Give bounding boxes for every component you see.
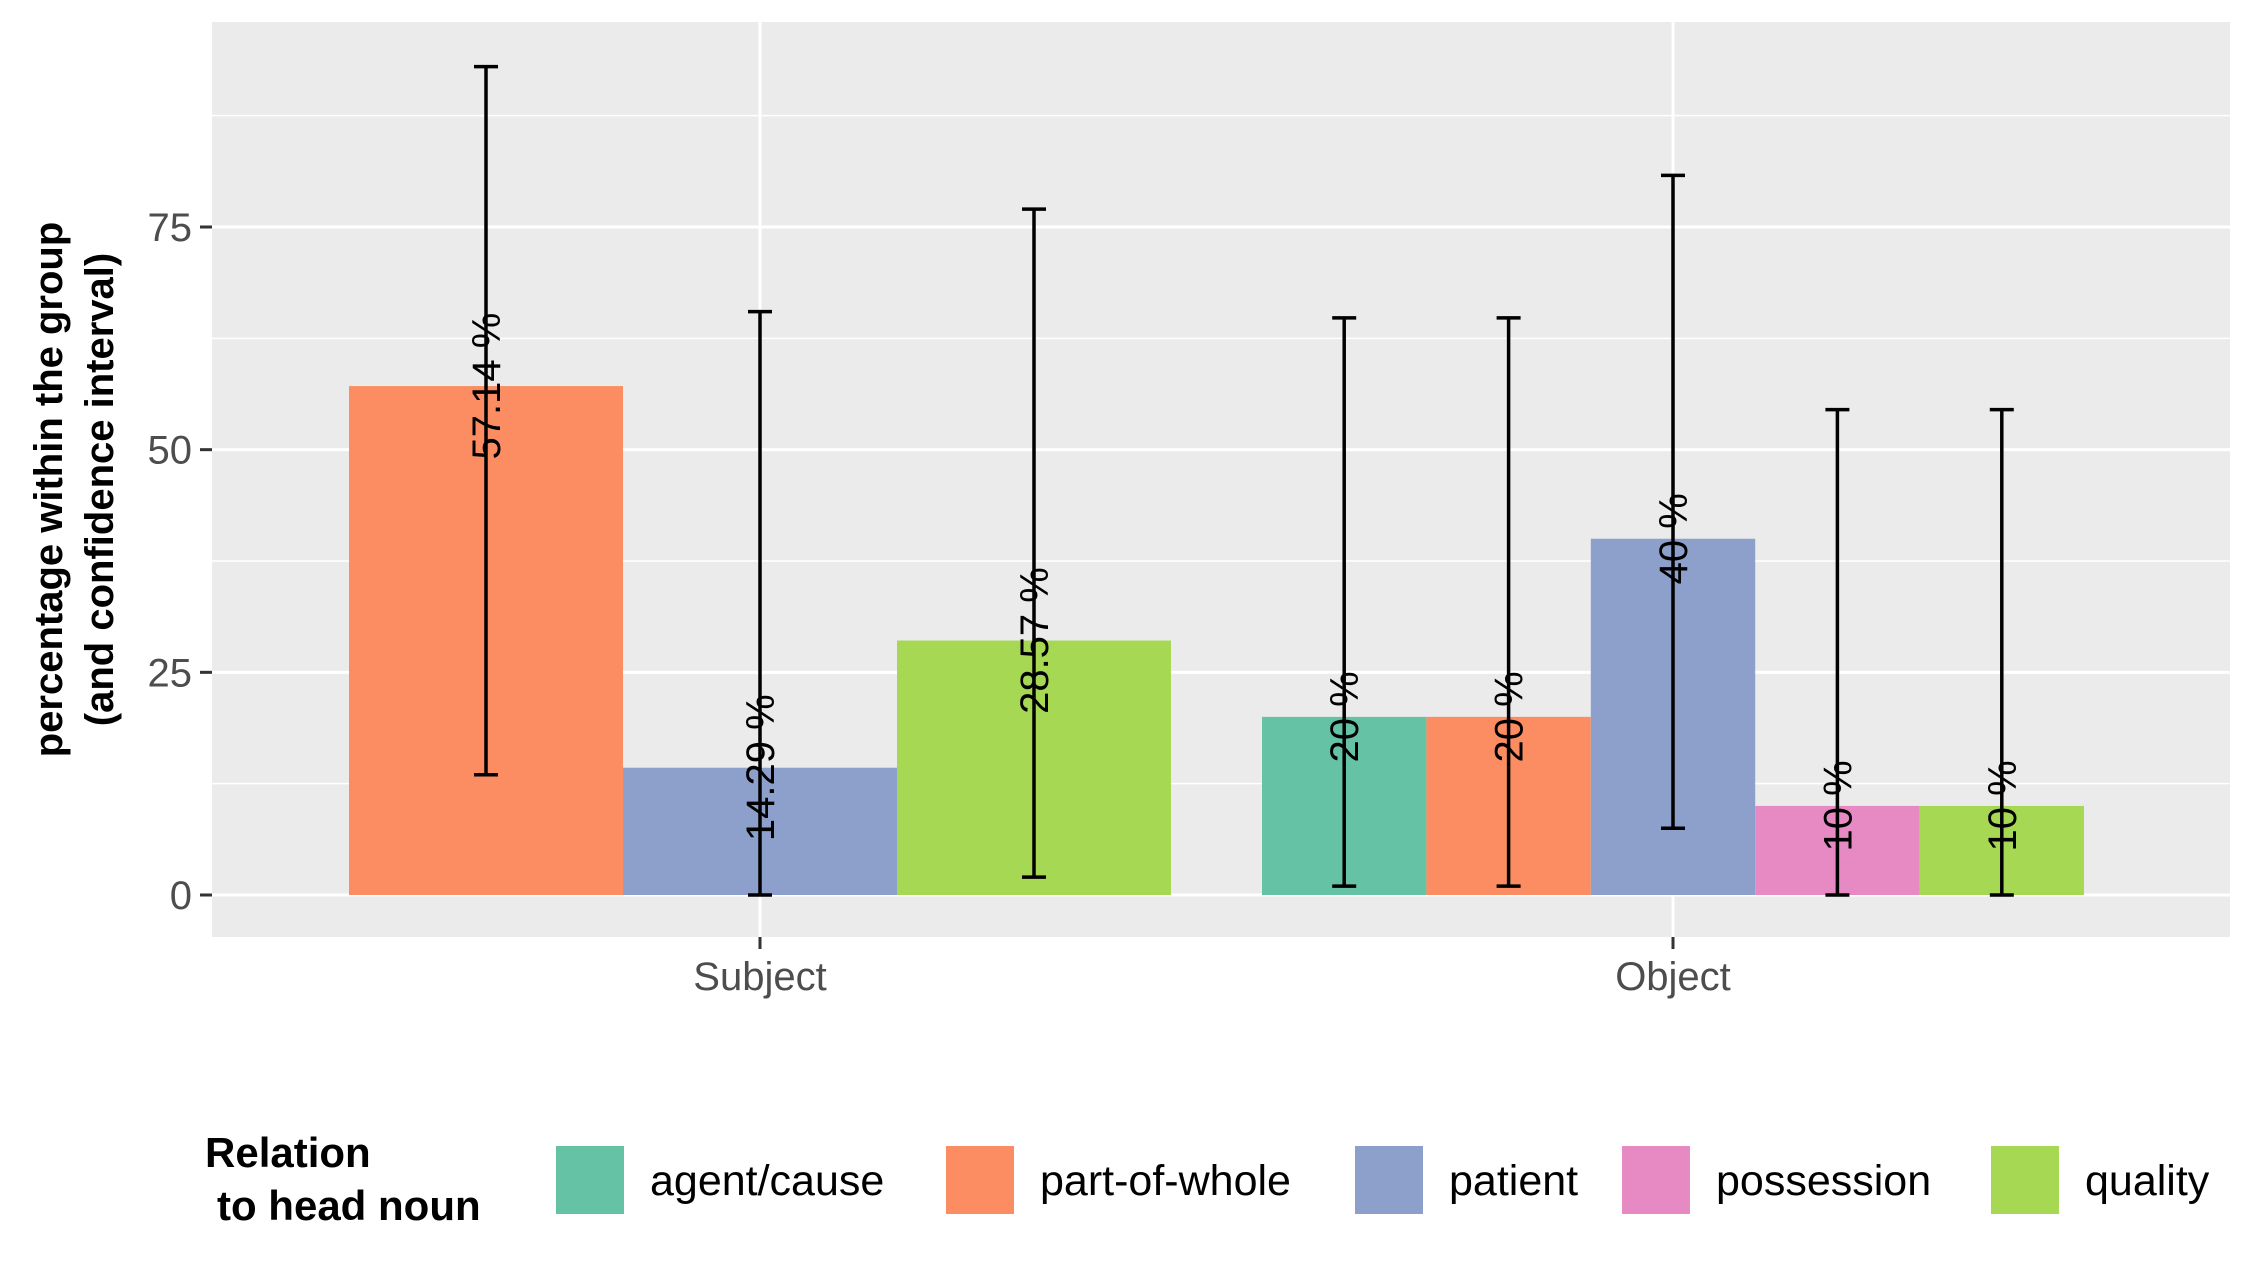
x-tick-label: Object	[1615, 955, 1731, 999]
y-axis: 0 25 50 75	[148, 206, 212, 918]
legend-label: agent/cause	[650, 1157, 884, 1205]
y-axis-title: percentage within the group (and confiden…	[27, 222, 122, 758]
legend-label: part-of-whole	[1040, 1157, 1291, 1205]
legend-title-line-2: to head noun	[217, 1182, 481, 1229]
y-tick-label: 75	[148, 206, 193, 250]
legend-label: possession	[1716, 1157, 1931, 1205]
y-axis-title-line-1: percentage within the group	[27, 222, 71, 758]
error-bars	[474, 64, 2014, 897]
legend-label: patient	[1449, 1157, 1578, 1205]
y-axis-title-line-2: (and confidence interval)	[78, 253, 122, 726]
y-tick-label: 25	[148, 651, 193, 695]
legend-title-line-1: Relation	[205, 1129, 371, 1176]
y-tick-label: 0	[170, 874, 192, 918]
legend-key-agent-cause	[556, 1146, 624, 1214]
y-tick-label: 50	[148, 429, 193, 473]
x-axis: Subject Object	[693, 937, 1731, 999]
legend: Relation to head noun agent/cause part-of-w…	[205, 1129, 2210, 1229]
legend-label: quality	[2085, 1157, 2210, 1205]
legend-key-part-of-whole	[946, 1146, 1014, 1214]
legend-key-quality	[1991, 1146, 2059, 1214]
x-tick-label: Subject	[693, 955, 826, 999]
legend-key-possession	[1622, 1146, 1690, 1214]
legend-key-patient	[1355, 1146, 1423, 1214]
